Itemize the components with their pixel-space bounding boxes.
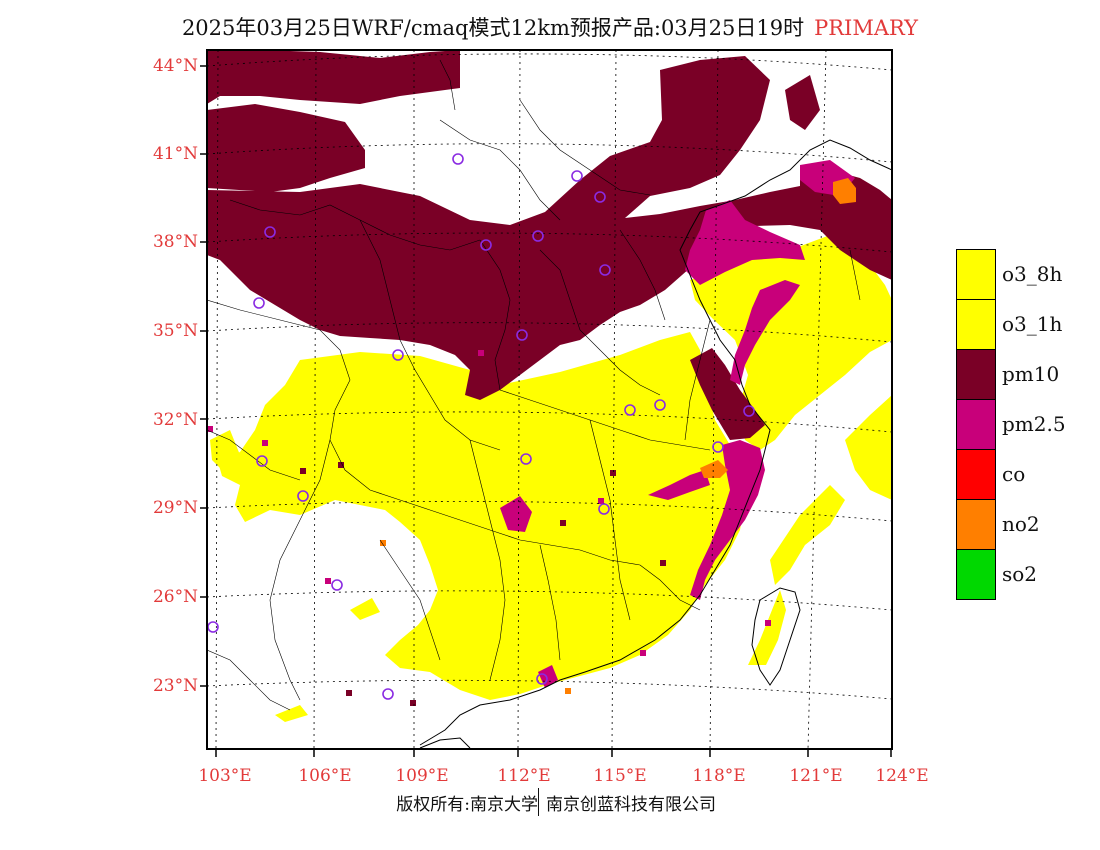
pm10-region-yangtze [690, 348, 765, 440]
station-marker [594, 191, 606, 203]
scatter-pixels [207, 350, 771, 706]
legend-swatch [956, 399, 996, 449]
o3-region-guizhou-patch [350, 598, 380, 620]
station-marker [392, 349, 404, 361]
lon-label-109e: 109°E [395, 766, 449, 786]
o3-region-sea-south [770, 485, 845, 585]
station-marker [571, 170, 583, 182]
pm25-region-jiangxi-band [648, 470, 710, 500]
station-marker [520, 453, 532, 465]
station-marker [532, 230, 544, 242]
legend-swatch [956, 499, 996, 549]
pm25-region-east-china [690, 440, 765, 600]
station-marker [253, 297, 265, 309]
map-frame [206, 49, 893, 750]
coastline [419, 139, 892, 749]
o3-region-sea-east [845, 395, 892, 500]
station-marker [712, 441, 724, 453]
station-marker [536, 673, 548, 685]
lon-label-106e: 106°E [298, 766, 352, 786]
legend-label: pm2.5 [1002, 412, 1066, 436]
station-marker [264, 226, 276, 238]
lon-label-103e: 103°E [198, 766, 252, 786]
pm25-region-pearl-delta [538, 665, 558, 688]
lon-label-121e: 121°E [789, 766, 843, 786]
no2-patch-hangzhou [700, 460, 728, 478]
lon-label-112e: 112°E [497, 766, 551, 786]
legend-label: so2 [1002, 562, 1038, 586]
title-text: 2025年03月25日WRF/cmaq模式12km预报产品:03月25日19时 [181, 16, 805, 40]
legend-swatch [956, 249, 996, 299]
legend-swatch [956, 549, 996, 600]
graticule [207, 50, 892, 749]
copyright-company: 南京创蓝科技有限公司 [546, 795, 716, 815]
lat-label-26n: 26°N [152, 587, 198, 607]
legend-label: no2 [1002, 512, 1040, 536]
station-marker [598, 503, 610, 515]
footer-divider [538, 788, 539, 816]
lat-label-32n: 32°N [152, 410, 198, 430]
station-marker [297, 490, 309, 502]
o3-region-small-sw [275, 705, 308, 722]
station-marker [599, 264, 611, 276]
pm25-region-huabei [685, 200, 805, 285]
legend-swatch [956, 299, 996, 349]
lat-label-41n: 41°N [152, 144, 198, 164]
pm25-region-hunan [500, 496, 532, 532]
lat-label-38n: 38°N [152, 232, 198, 252]
station-marker [516, 329, 528, 341]
axis-ticks [200, 65, 892, 757]
station-marker [933, 90, 943, 100]
station-marker [382, 688, 394, 700]
lat-label-44n: 44°N [152, 56, 198, 76]
o3-region-taiwan [748, 590, 786, 665]
legend-label: o3_1h [1002, 312, 1063, 336]
station-marker [452, 153, 464, 165]
o3-region [210, 235, 892, 722]
no2-patch-northeast [833, 178, 856, 204]
lon-label-118e: 118°E [692, 766, 746, 786]
legend-label: co [1002, 462, 1026, 486]
station-marker [331, 579, 343, 591]
pm25-region-coastal-strip [730, 280, 800, 385]
o3-region-west-patch [210, 430, 240, 470]
o3-region-east [690, 235, 892, 450]
lat-label-35n: 35°N [152, 321, 198, 341]
o3-region-central [218, 332, 745, 700]
legend-label: pm10 [1002, 362, 1060, 386]
pm10-region-northeast [785, 75, 820, 130]
map-title: 2025年03月25日WRF/cmaq模式12km预报产品:03月25日19时 P… [0, 12, 1100, 42]
station-marker [256, 455, 268, 467]
lat-label-29n: 29°N [152, 498, 198, 518]
station-marker [743, 405, 755, 417]
station-marker [624, 404, 636, 416]
station-marker [480, 239, 492, 251]
station-marker [654, 399, 666, 411]
province-boundaries [207, 59, 861, 711]
legend-swatch [956, 449, 996, 499]
lat-label-23n: 23°N [152, 676, 198, 696]
legend-swatch [956, 349, 996, 399]
legend-label: o3_8h [1002, 262, 1063, 286]
pm10-region-north [207, 50, 892, 400]
lon-label-124e: 124°E [875, 766, 929, 786]
primary-tag: PRIMARY [814, 16, 919, 40]
copyright-owner: 版权所有:南京大学 [396, 795, 538, 815]
lon-label-115e: 115°E [593, 766, 647, 786]
station-markers [207, 90, 943, 700]
